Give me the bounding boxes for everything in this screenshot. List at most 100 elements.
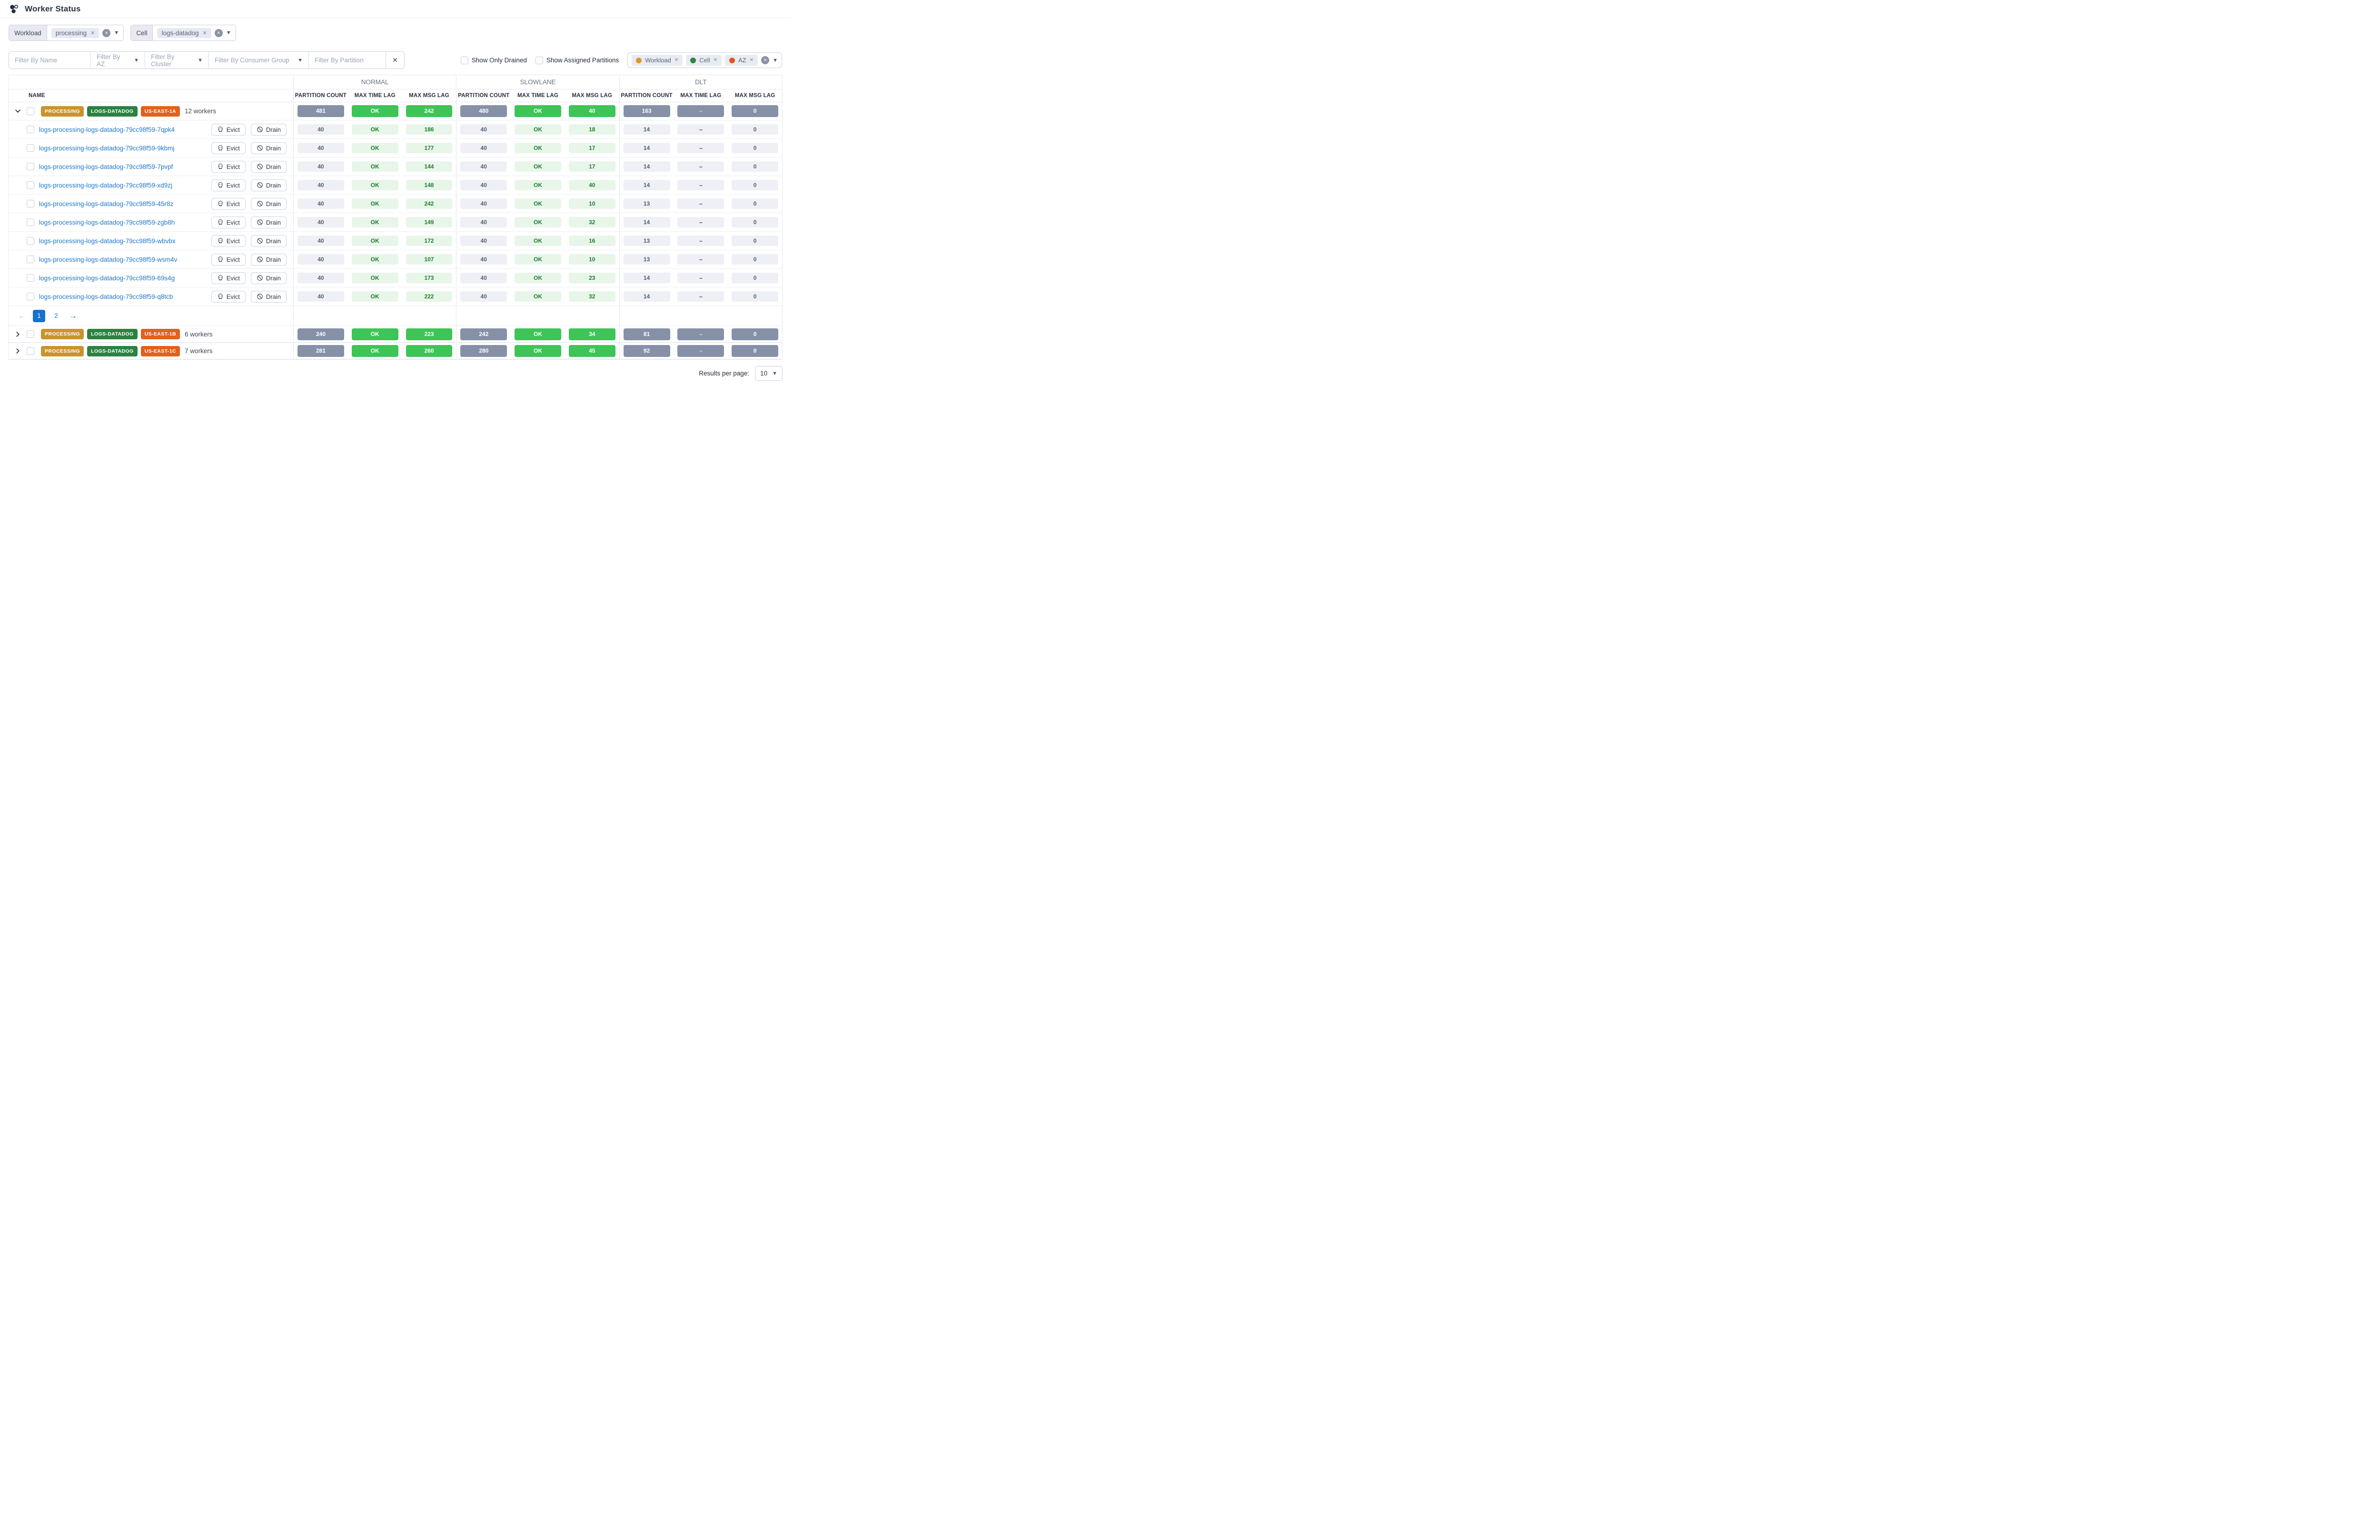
evict-button[interactable]: Evict <box>211 290 246 303</box>
worker-stats: 40 OK 186 40 OK 18 14–0 <box>293 120 782 138</box>
worker-select-checkbox[interactable] <box>27 163 34 170</box>
worker-name-link[interactable]: logs-processing-logs-datadog-79cc98f59-4… <box>39 200 174 207</box>
page-button-2[interactable]: 2 <box>54 312 58 319</box>
remove-group-by-icon[interactable]: ✕ <box>713 58 718 63</box>
results-per-page-select[interactable]: 10 ▼ <box>755 366 783 381</box>
drain-button[interactable]: Drain <box>250 123 287 136</box>
worker-select-checkbox[interactable] <box>27 256 34 263</box>
worker-select-checkbox[interactable] <box>27 237 34 245</box>
group-select-checkbox[interactable] <box>27 347 34 355</box>
worker-select-checkbox[interactable] <box>27 200 34 207</box>
remove-group-by-icon[interactable]: ✕ <box>674 58 679 63</box>
worker-name-link[interactable]: logs-processing-logs-datadog-79cc98f59-9… <box>39 144 175 152</box>
drain-button[interactable]: Drain <box>250 290 287 303</box>
stat-normal-max-time-lag: OK <box>348 176 402 194</box>
app-logo-icon <box>10 4 18 13</box>
drain-button[interactable]: Drain <box>250 216 287 228</box>
evict-button[interactable]: Evict <box>211 235 246 247</box>
remove-tag-icon[interactable]: ✕ <box>202 30 207 36</box>
show-only-drained-checkbox[interactable] <box>460 56 468 64</box>
stat-pill: 34 <box>568 328 615 340</box>
drain-button[interactable]: Drain <box>250 160 287 173</box>
stat-pill: OK <box>515 217 561 227</box>
drain-button[interactable]: Drain <box>250 142 287 154</box>
stat-dlt-partition-count: 14 <box>619 176 674 194</box>
worker-select-checkbox[interactable] <box>27 293 34 300</box>
chevron-down-icon[interactable]: ▼ <box>773 57 778 63</box>
show-assigned-partitions-checkbox[interactable] <box>535 56 543 64</box>
worker-name-link[interactable]: logs-processing-logs-datadog-79cc98f59-w… <box>39 237 176 245</box>
expand-chevron-icon[interactable] <box>9 108 23 114</box>
filter-by-partition-input[interactable] <box>315 57 380 64</box>
stat-pill: 40 <box>297 236 344 246</box>
evict-button[interactable]: Evict <box>211 160 246 173</box>
drain-button[interactable]: Drain <box>250 235 287 247</box>
worker-name-link[interactable]: logs-processing-logs-datadog-79cc98f59-7… <box>39 126 175 133</box>
filter-by-cluster-select[interactable]: Filter By Cluster ▼ <box>145 52 209 69</box>
page-button-1[interactable]: 1 <box>33 309 45 322</box>
expand-chevron-icon[interactable] <box>9 348 23 354</box>
stat-normal-max-msg-lag: 223 <box>402 326 456 342</box>
stat-pill: 0 <box>732 236 779 246</box>
group-badges: PROCESSING LOGS-DATADOG US-EAST-1A <box>41 106 180 117</box>
group-select-checkbox[interactable] <box>27 330 34 338</box>
prev-page-icon[interactable]: ← <box>18 311 26 320</box>
worker-name-link[interactable]: logs-processing-logs-datadog-79cc98f59-q… <box>39 293 173 300</box>
cell-filter-label: Cell <box>131 25 153 40</box>
stat-pill: OK <box>515 273 561 283</box>
stat-slowlane-max-msg-lag: 17 <box>565 158 619 176</box>
clear-group-by-icon[interactable]: ✕ <box>761 56 770 64</box>
stat-slowlane-partition-count: 40 <box>456 195 511 213</box>
show-only-drained-toggle[interactable]: Show Only Drained <box>460 56 527 64</box>
stat-pill: 40 <box>460 198 507 209</box>
worker-name-link[interactable]: logs-processing-logs-datadog-79cc98f59-z… <box>39 218 175 226</box>
badge-logs-datadog: LOGS-DATADOG <box>87 106 138 117</box>
drain-button[interactable]: Drain <box>250 272 287 284</box>
worker-select-checkbox[interactable] <box>27 144 34 152</box>
expand-chevron-icon[interactable] <box>9 331 23 337</box>
next-page-icon[interactable]: → <box>69 311 77 320</box>
evict-button[interactable]: Evict <box>211 179 246 191</box>
filter-by-name-input[interactable] <box>15 57 85 64</box>
evict-button[interactable]: Evict <box>211 197 246 210</box>
evict-button[interactable]: Evict <box>211 142 246 154</box>
stat-pill: 223 <box>406 328 453 340</box>
stat-pill: OK <box>515 105 561 117</box>
empty-cell <box>293 306 348 326</box>
worker-select-checkbox[interactable] <box>27 181 34 189</box>
clear-filter-icon[interactable]: ✕ <box>102 29 111 37</box>
evict-button[interactable]: Evict <box>211 123 246 136</box>
stat-pill: 280 <box>460 345 507 357</box>
chevron-down-icon[interactable]: ▼ <box>226 30 231 36</box>
clear-filters-button[interactable]: ✕ <box>392 56 398 64</box>
stat-slowlane-partition-count: 40 <box>456 139 511 157</box>
filter-group: Filter By AZ ▼ Filter By Cluster ▼ Filte… <box>9 51 405 69</box>
stat-pill: 172 <box>406 236 453 246</box>
group-select-checkbox[interactable] <box>27 107 34 115</box>
evict-button[interactable]: Evict <box>211 272 246 284</box>
drain-button[interactable]: Drain <box>250 179 287 191</box>
evict-button-label: Evict <box>226 293 240 300</box>
stat-pill: – <box>677 217 724 227</box>
worker-name-link[interactable]: logs-processing-logs-datadog-79cc98f59-w… <box>39 256 178 263</box>
chevron-down-icon[interactable]: ▼ <box>114 30 119 36</box>
filter-by-az-select[interactable]: Filter By AZ ▼ <box>91 52 145 69</box>
show-assigned-partitions-toggle[interactable]: Show Assigned Partitions <box>535 56 619 64</box>
evict-button[interactable]: Evict <box>211 216 246 228</box>
stat-dlt-partition-count: 163 <box>619 102 674 120</box>
drain-button[interactable]: Drain <box>250 197 287 210</box>
worker-select-checkbox[interactable] <box>27 218 34 226</box>
remove-tag-icon[interactable]: ✕ <box>90 30 95 36</box>
evict-button[interactable]: Evict <box>211 253 246 266</box>
clear-filter-icon[interactable]: ✕ <box>214 29 223 37</box>
remove-group-by-icon[interactable]: ✕ <box>749 58 754 63</box>
worker-name-link[interactable]: logs-processing-logs-datadog-79cc98f59-7… <box>39 163 173 170</box>
worker-name-link[interactable]: logs-processing-logs-datadog-79cc98f59-x… <box>39 181 172 189</box>
worker-select-checkbox[interactable] <box>27 126 34 133</box>
stat-pill: OK <box>351 236 398 246</box>
filter-by-consumer-group-select[interactable]: Filter By Consumer Group ▼ <box>209 52 309 69</box>
drain-button[interactable]: Drain <box>250 253 287 266</box>
worker-select-checkbox[interactable] <box>27 274 34 282</box>
column-header-row: NAME PARTITION COUNT MAX TIME LAG MAX MS… <box>9 89 782 102</box>
worker-name-link[interactable]: logs-processing-logs-datadog-79cc98f59-6… <box>39 274 175 282</box>
